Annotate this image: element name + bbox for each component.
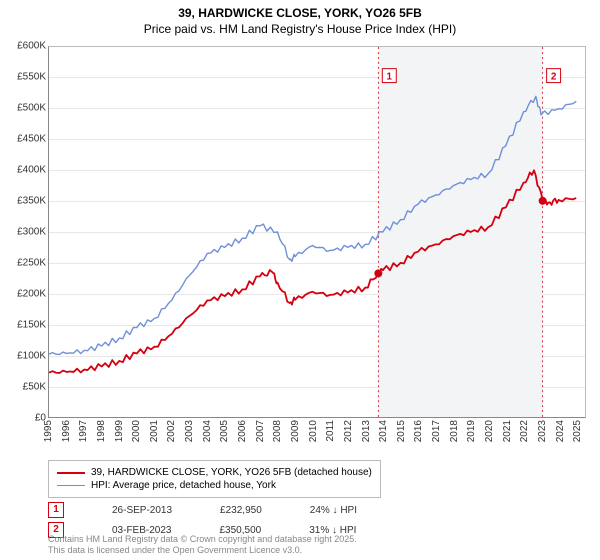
x-tick-label: 1998 xyxy=(96,420,107,442)
x-tick-label: 2005 xyxy=(219,420,230,442)
plot-svg: 12 xyxy=(49,47,585,417)
x-tick-label: 1995 xyxy=(43,420,54,442)
y-tick-label: £300K xyxy=(2,227,46,238)
svg-text:1: 1 xyxy=(387,72,393,83)
attribution-line: This data is licensed under the Open Gov… xyxy=(48,545,357,556)
x-tick-label: 2001 xyxy=(149,420,160,442)
x-tick-label: 2016 xyxy=(413,420,424,442)
x-tick-label: 2021 xyxy=(502,420,513,442)
y-tick-label: £450K xyxy=(2,134,46,145)
x-tick-label: 2003 xyxy=(184,420,195,442)
x-tick-label: 2024 xyxy=(555,420,566,442)
x-tick-label: 2022 xyxy=(519,420,530,442)
sale-price: £232,950 xyxy=(220,505,262,516)
attribution-line: Contains HM Land Registry data © Crown c… xyxy=(48,534,357,545)
x-tick-label: 2019 xyxy=(466,420,477,442)
x-tick-label: 2018 xyxy=(449,420,460,442)
x-tick-label: 2002 xyxy=(166,420,177,442)
chart-container: 39, HARDWICKE CLOSE, YORK, YO26 5FB Pric… xyxy=(0,0,600,560)
y-tick-label: £50K xyxy=(2,382,46,393)
legend-item: 39, HARDWICKE CLOSE, YORK, YO26 5FB (det… xyxy=(57,467,372,478)
legend-swatch xyxy=(57,472,85,474)
legend-swatch xyxy=(57,485,85,486)
x-tick-label: 2012 xyxy=(343,420,354,442)
y-tick-label: £500K xyxy=(2,103,46,114)
y-tick-label: £350K xyxy=(2,196,46,207)
x-tick-label: 2017 xyxy=(431,420,442,442)
legend-label: HPI: Average price, detached house, York xyxy=(91,480,276,491)
x-tick-label: 2023 xyxy=(537,420,548,442)
x-tick-label: 1999 xyxy=(114,420,125,442)
x-tick-label: 2004 xyxy=(202,420,213,442)
x-tick-label: 2011 xyxy=(325,420,336,442)
x-tick-label: 2010 xyxy=(308,420,319,442)
x-tick-label: 2000 xyxy=(131,420,142,442)
x-tick-label: 2020 xyxy=(484,420,495,442)
y-tick-label: £150K xyxy=(2,320,46,331)
y-tick-label: £400K xyxy=(2,165,46,176)
y-tick-label: £100K xyxy=(2,351,46,362)
x-tick-label: 2025 xyxy=(572,420,583,442)
y-tick-label: £600K xyxy=(2,41,46,52)
x-tick-label: 2014 xyxy=(378,420,389,442)
x-tick-label: 2008 xyxy=(272,420,283,442)
svg-text:2: 2 xyxy=(551,72,557,83)
sale-delta: 24% ↓ HPI xyxy=(310,505,357,516)
x-tick-label: 2009 xyxy=(290,420,301,442)
title-subtitle: Price paid vs. HM Land Registry's House … xyxy=(0,22,600,38)
x-tick-label: 2013 xyxy=(361,420,372,442)
x-tick-label: 2006 xyxy=(237,420,248,442)
y-tick-label: £550K xyxy=(2,72,46,83)
plot-area: 12 xyxy=(48,46,586,418)
legend-item: HPI: Average price, detached house, York xyxy=(57,480,372,491)
sale-date: 26-SEP-2013 xyxy=(112,505,172,516)
y-tick-label: £0 xyxy=(2,413,46,424)
sale-marker-icon: 1 xyxy=(48,502,64,518)
attribution: Contains HM Land Registry data © Crown c… xyxy=(48,534,357,556)
x-tick-label: 1996 xyxy=(61,420,72,442)
title-address: 39, HARDWICKE CLOSE, YORK, YO26 5FB xyxy=(0,6,600,22)
legend: 39, HARDWICKE CLOSE, YORK, YO26 5FB (det… xyxy=(48,460,381,498)
y-tick-label: £200K xyxy=(2,289,46,300)
x-tick-label: 1997 xyxy=(78,420,89,442)
sale-row: 1 26-SEP-2013 £232,950 24% ↓ HPI xyxy=(48,502,357,518)
x-tick-label: 2015 xyxy=(396,420,407,442)
title-block: 39, HARDWICKE CLOSE, YORK, YO26 5FB Pric… xyxy=(0,0,600,37)
y-tick-label: £250K xyxy=(2,258,46,269)
x-tick-label: 2007 xyxy=(255,420,266,442)
legend-label: 39, HARDWICKE CLOSE, YORK, YO26 5FB (det… xyxy=(91,467,372,478)
